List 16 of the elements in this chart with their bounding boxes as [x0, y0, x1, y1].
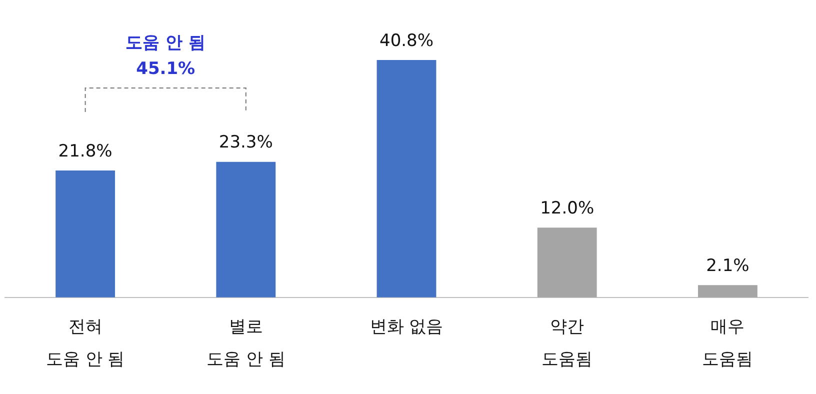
bar: [376, 60, 436, 298]
bar: [537, 228, 597, 298]
data-label: 23.3%: [218, 132, 273, 153]
bar: [216, 162, 276, 298]
x-tick-label: 변화 없음: [370, 316, 444, 337]
data-label: 2.1%: [706, 256, 750, 276]
bar: [56, 170, 116, 298]
x-tick-label: 별로 도움 안 됨: [206, 316, 286, 370]
x-tick-label: 전혀 도움 안 됨: [46, 316, 125, 370]
data-label: 12.0%: [540, 198, 594, 218]
x-tick-label: 약간 도움됨: [542, 316, 593, 370]
x-tick-label: 매우 도움됨: [702, 316, 754, 370]
annotation: 도움 안 됨 45.1%: [126, 32, 206, 79]
data-label: 21.8%: [58, 141, 112, 162]
data-label: 40.8%: [379, 30, 434, 51]
bar: [698, 285, 758, 298]
